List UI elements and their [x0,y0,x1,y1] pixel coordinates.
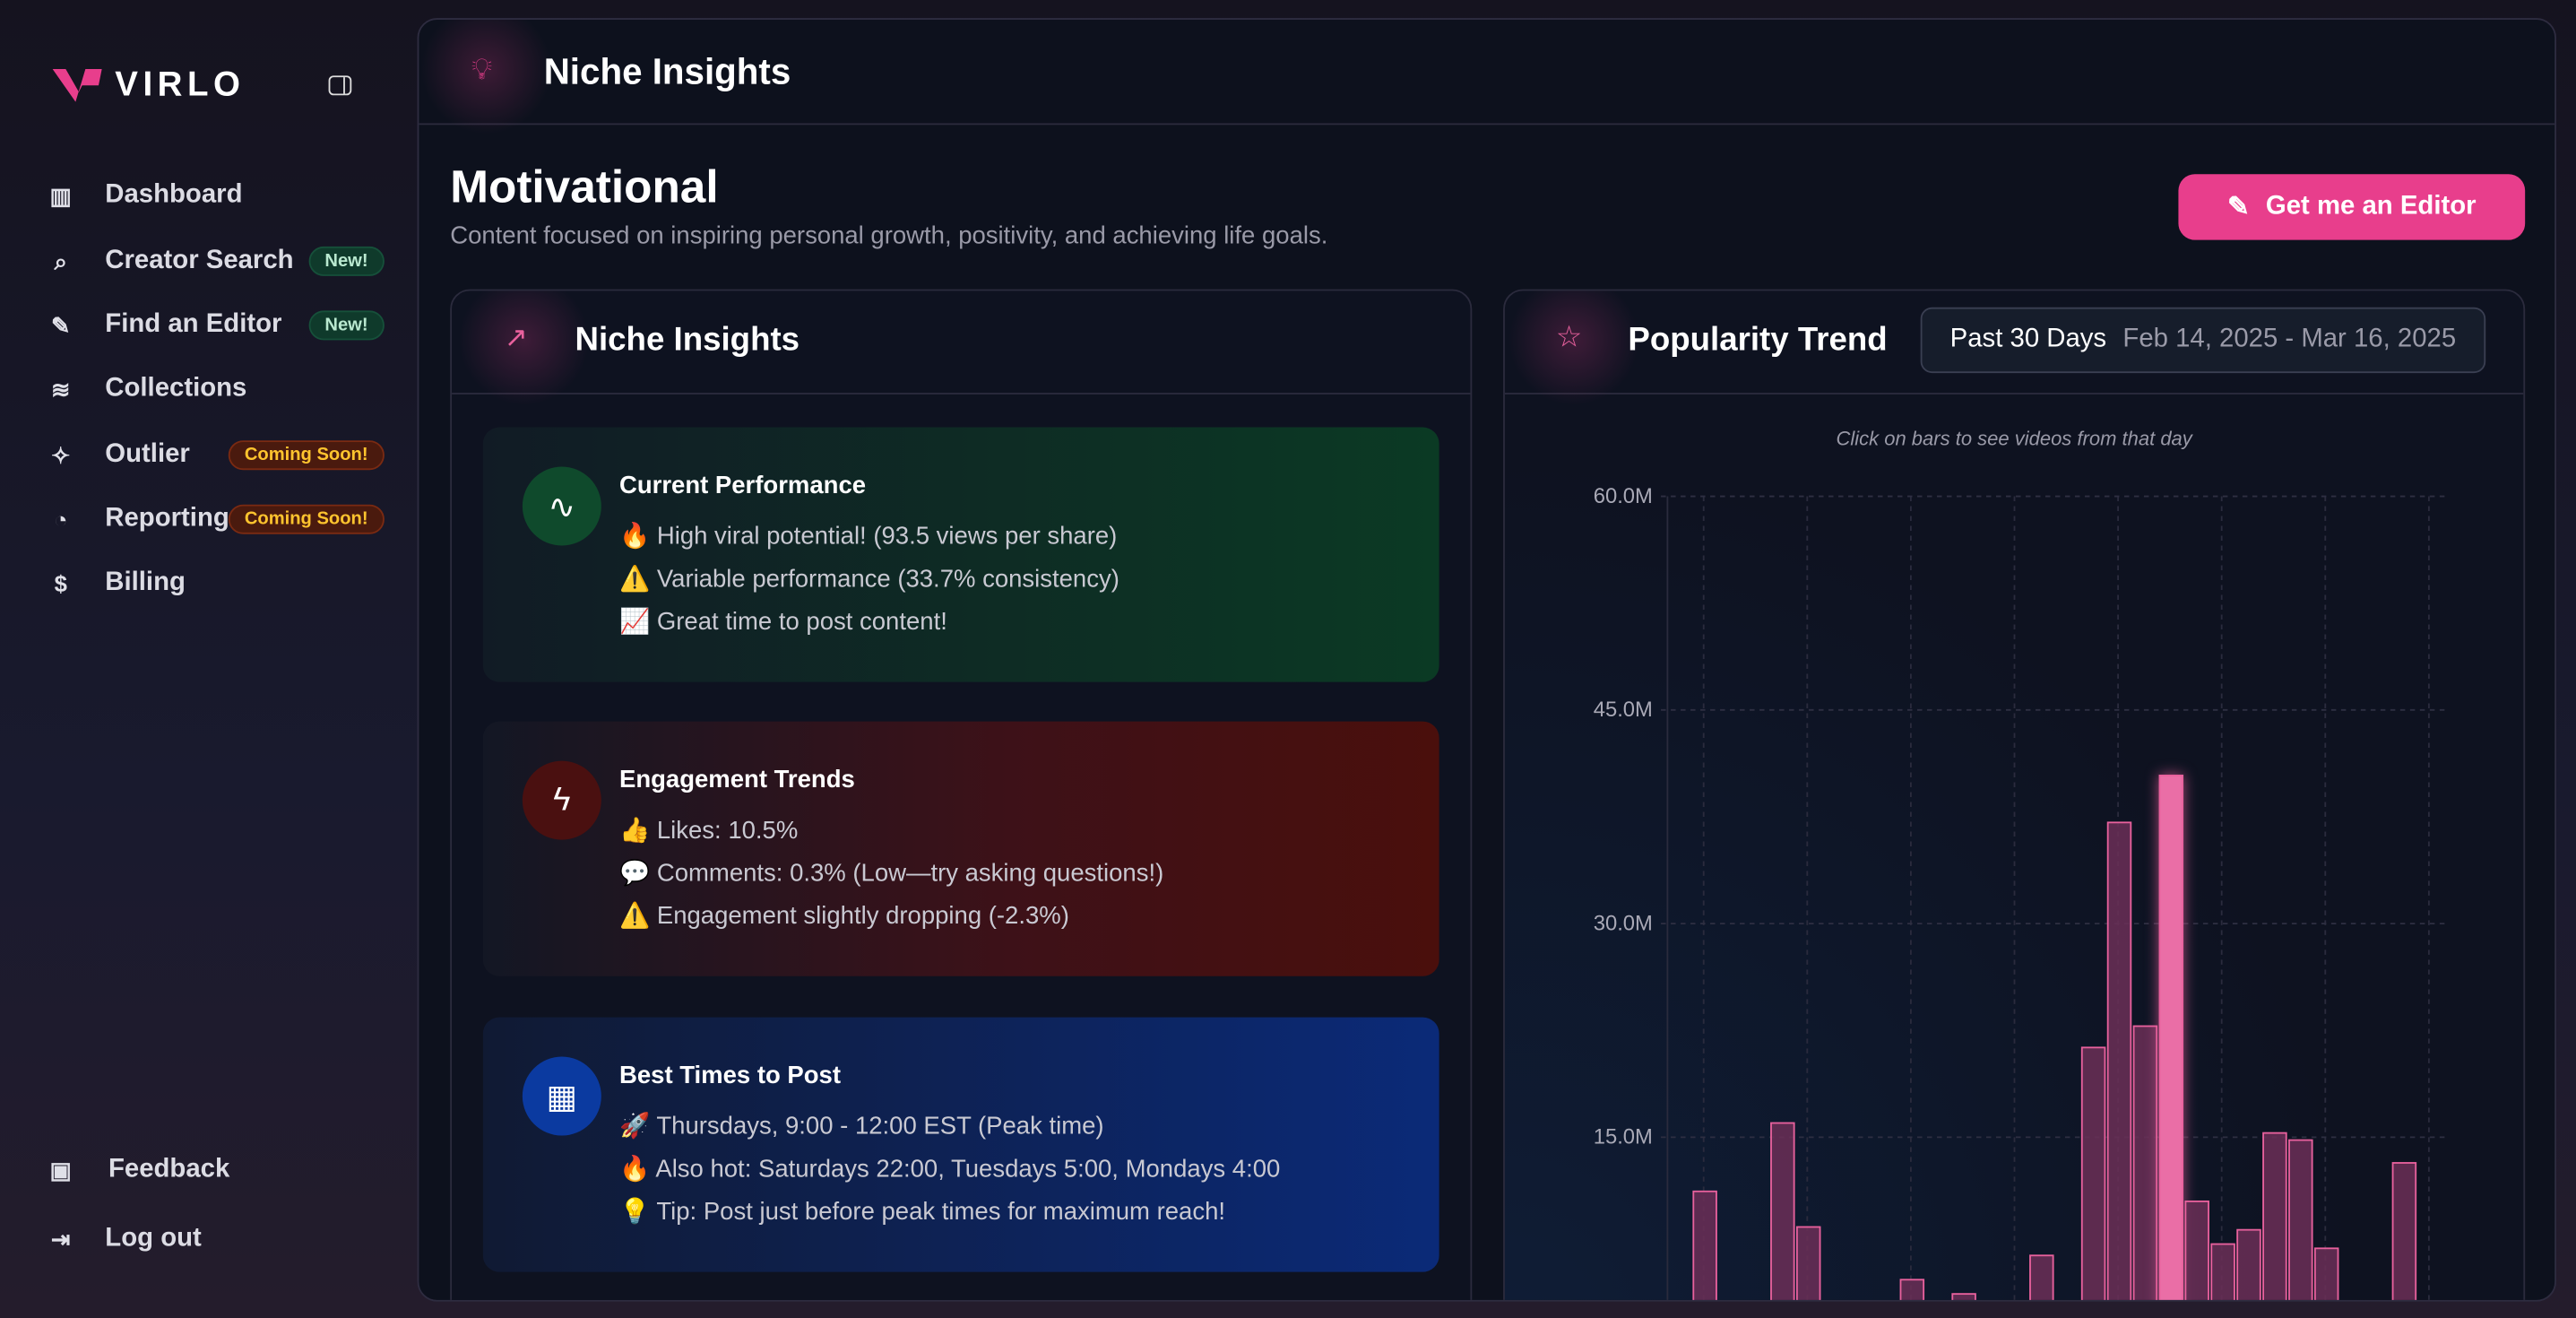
insight-line: 🔥 Also hot: Saturdays 22:00, Tuesdays 5:… [619,1155,1281,1184]
dollar-icon: $ [54,570,67,597]
sidebar-badge: Coming Soon! [228,440,385,471]
insight-line: 👍 Likes: 10.5% [619,816,799,845]
sidebar-item-logout[interactable]: ⇥ Log out [46,1215,391,1264]
niche-title: Motivational [450,160,719,212]
niche-description: Content focused on inspiring personal gr… [450,221,1328,250]
feedback-icon: ▣ [49,1156,72,1183]
card-title: Popularity Trend [1628,322,1888,359]
insight-line: 🚀 Thursdays, 9:00 - 12:00 EST (Peak time… [619,1112,1104,1141]
chart-bar[interactable] [2132,1025,2158,1301]
insight-line: ⚠️ Variable performance (33.7% consisten… [619,565,1119,594]
trending-up-icon: ↗ [504,322,528,354]
chart-bar[interactable] [2029,1254,2054,1301]
chart-hint: Click on bars to see videos from that da… [1836,427,2192,451]
chart-bar[interactable] [1692,1190,1717,1302]
y-tick-label: 60.0M [1594,484,1653,508]
sidebar-item-label: Find an Editor [105,310,282,339]
pen-icon: ✎ [51,311,71,338]
pen-icon: ✎ [2227,194,2250,222]
bar-chart-icon: ▥ [49,181,72,208]
layers-icon: ≋ [51,375,71,403]
sidebar-item-reporting[interactable]: ◔ Reporting Coming Soon! [46,495,391,544]
niche-insights-card: ↗ Niche Insights ∿ Current Performance 🔥… [450,289,1473,1300]
sidebar-badge: New! [308,246,385,276]
insight-line: 📈 Great time to post content! [619,608,947,637]
chart-bar[interactable] [2184,1200,2209,1302]
date-range-selector[interactable]: Past 30 Days Feb 14, 2025 - Mar 16, 2025 [1920,307,2486,374]
brand-name: VIRLO [115,65,246,104]
pie-chart-icon: ◔ [54,506,68,533]
get-editor-button[interactable]: ✎ Get me an Editor [2178,174,2526,240]
sidebar-toggle-icon[interactable] [328,75,352,96]
chart-bar[interactable] [2262,1132,2287,1302]
sidebar-item-dashboard[interactable]: ▥ Dashboard [46,171,391,221]
get-editor-label: Get me an Editor [2265,192,2477,221]
insight-engagement-trends: ϟ Engagement Trends 👍 Likes: 10.5% 💬 Com… [482,721,1439,976]
sidebar-item-label: Dashboard [105,180,243,209]
insight-line: ⚠️ Engagement slightly dropping (-2.3%) [619,902,1069,931]
sidebar-item-find-an-editor[interactable]: ✎ Find an Editor New! [46,300,391,350]
sidebar-item-label: Billing [105,568,186,597]
insight-title: Best Times to Post [619,1062,842,1090]
chart-bar[interactable] [1951,1293,1976,1302]
sidebar-item-label: Feedback [108,1155,230,1184]
logout-icon: ⇥ [51,1225,71,1252]
search-icon: ⌕ [54,247,68,274]
sidebar-item-creator-search[interactable]: ⌕ Creator Search New! [46,237,391,286]
y-tick-label: 45.0M [1594,698,1653,722]
calendar-icon: ▦ [522,1056,601,1136]
chart-bar[interactable] [1770,1122,1795,1302]
sidebar-item-outlier[interactable]: ✧ Outlier Coming Soon! [46,430,391,480]
insight-current-performance: ∿ Current Performance 🔥 High viral poten… [482,427,1439,682]
sidebar-item-collections[interactable]: ≋ Collections [46,365,391,414]
main-panel: 💡︎ Niche Insights Motivational Content f… [417,18,2556,1302]
y-tick-label: 30.0M [1594,911,1653,935]
chart-bar[interactable] [2236,1228,2261,1302]
page-header: 💡︎ Niche Insights [419,19,2555,135]
insight-line: 💬 Comments: 0.3% (Low—try asking questio… [619,859,1164,888]
card-header: ↗ Niche Insights [452,290,1471,406]
chart-bar[interactable] [2106,821,2132,1301]
sidebar-item-label: Reporting [105,504,229,533]
chart-bar[interactable] [2158,774,2184,1302]
chart-bar[interactable] [1899,1279,1925,1301]
sidebar-item-label: Outlier [105,440,190,469]
card-title: Niche Insights [575,322,800,359]
chart-bar[interactable] [2313,1247,2339,1301]
chart-bar[interactable] [1795,1226,1821,1301]
brand-logo[interactable]: VIRLO [52,65,246,105]
insight-title: Current Performance [619,472,867,500]
insight-best-times: ▦ Best Times to Post 🚀 Thursdays, 9:00 -… [482,1017,1439,1272]
star-icon: ☆ [1555,320,1583,354]
lightbulb-icon: 💡︎ [471,52,493,86]
sidebar-item-feedback[interactable]: ▣ Feedback [46,1146,391,1195]
page-title: Niche Insights [543,50,791,92]
chart-bar[interactable] [2391,1162,2417,1302]
range-dates: Feb 14, 2025 - Mar 16, 2025 [2122,325,2457,354]
sidebar-item-label: Creator Search [105,246,294,275]
popularity-chart: 15.0M 30.0M 45.0M 60.0M [1594,484,2445,1302]
chart-bar[interactable] [2080,1046,2106,1301]
popularity-trend-card: ☆ Popularity Trend Past 30 Days Feb 14, … [1503,289,2526,1302]
activity-icon: ∿ [522,466,601,546]
range-label: Past 30 Days [1949,325,2107,354]
sidebar-item-billing[interactable]: $ Billing [46,559,391,608]
insight-line: 💡 Tip: Post just before peak times for m… [619,1198,1225,1227]
y-tick-label: 15.0M [1594,1125,1653,1149]
sparkles-icon: ✧ [51,441,71,468]
lightning-icon: ϟ [522,760,601,840]
sidebar-badge: Coming Soon! [228,504,385,534]
insight-line: 🔥 High viral potential! (93.5 views per … [619,522,1118,551]
chart-bar[interactable] [2210,1243,2235,1302]
virlo-logo-icon [52,68,102,102]
sidebar-badge: New! [308,310,385,341]
sidebar-item-label: Collections [105,374,247,403]
sidebar-item-label: Log out [105,1224,202,1253]
chart-bar[interactable] [2288,1139,2313,1302]
card-header: ☆ Popularity Trend Past 30 Days Feb 14, … [1504,290,2524,406]
insight-title: Engagement Trends [619,766,855,794]
